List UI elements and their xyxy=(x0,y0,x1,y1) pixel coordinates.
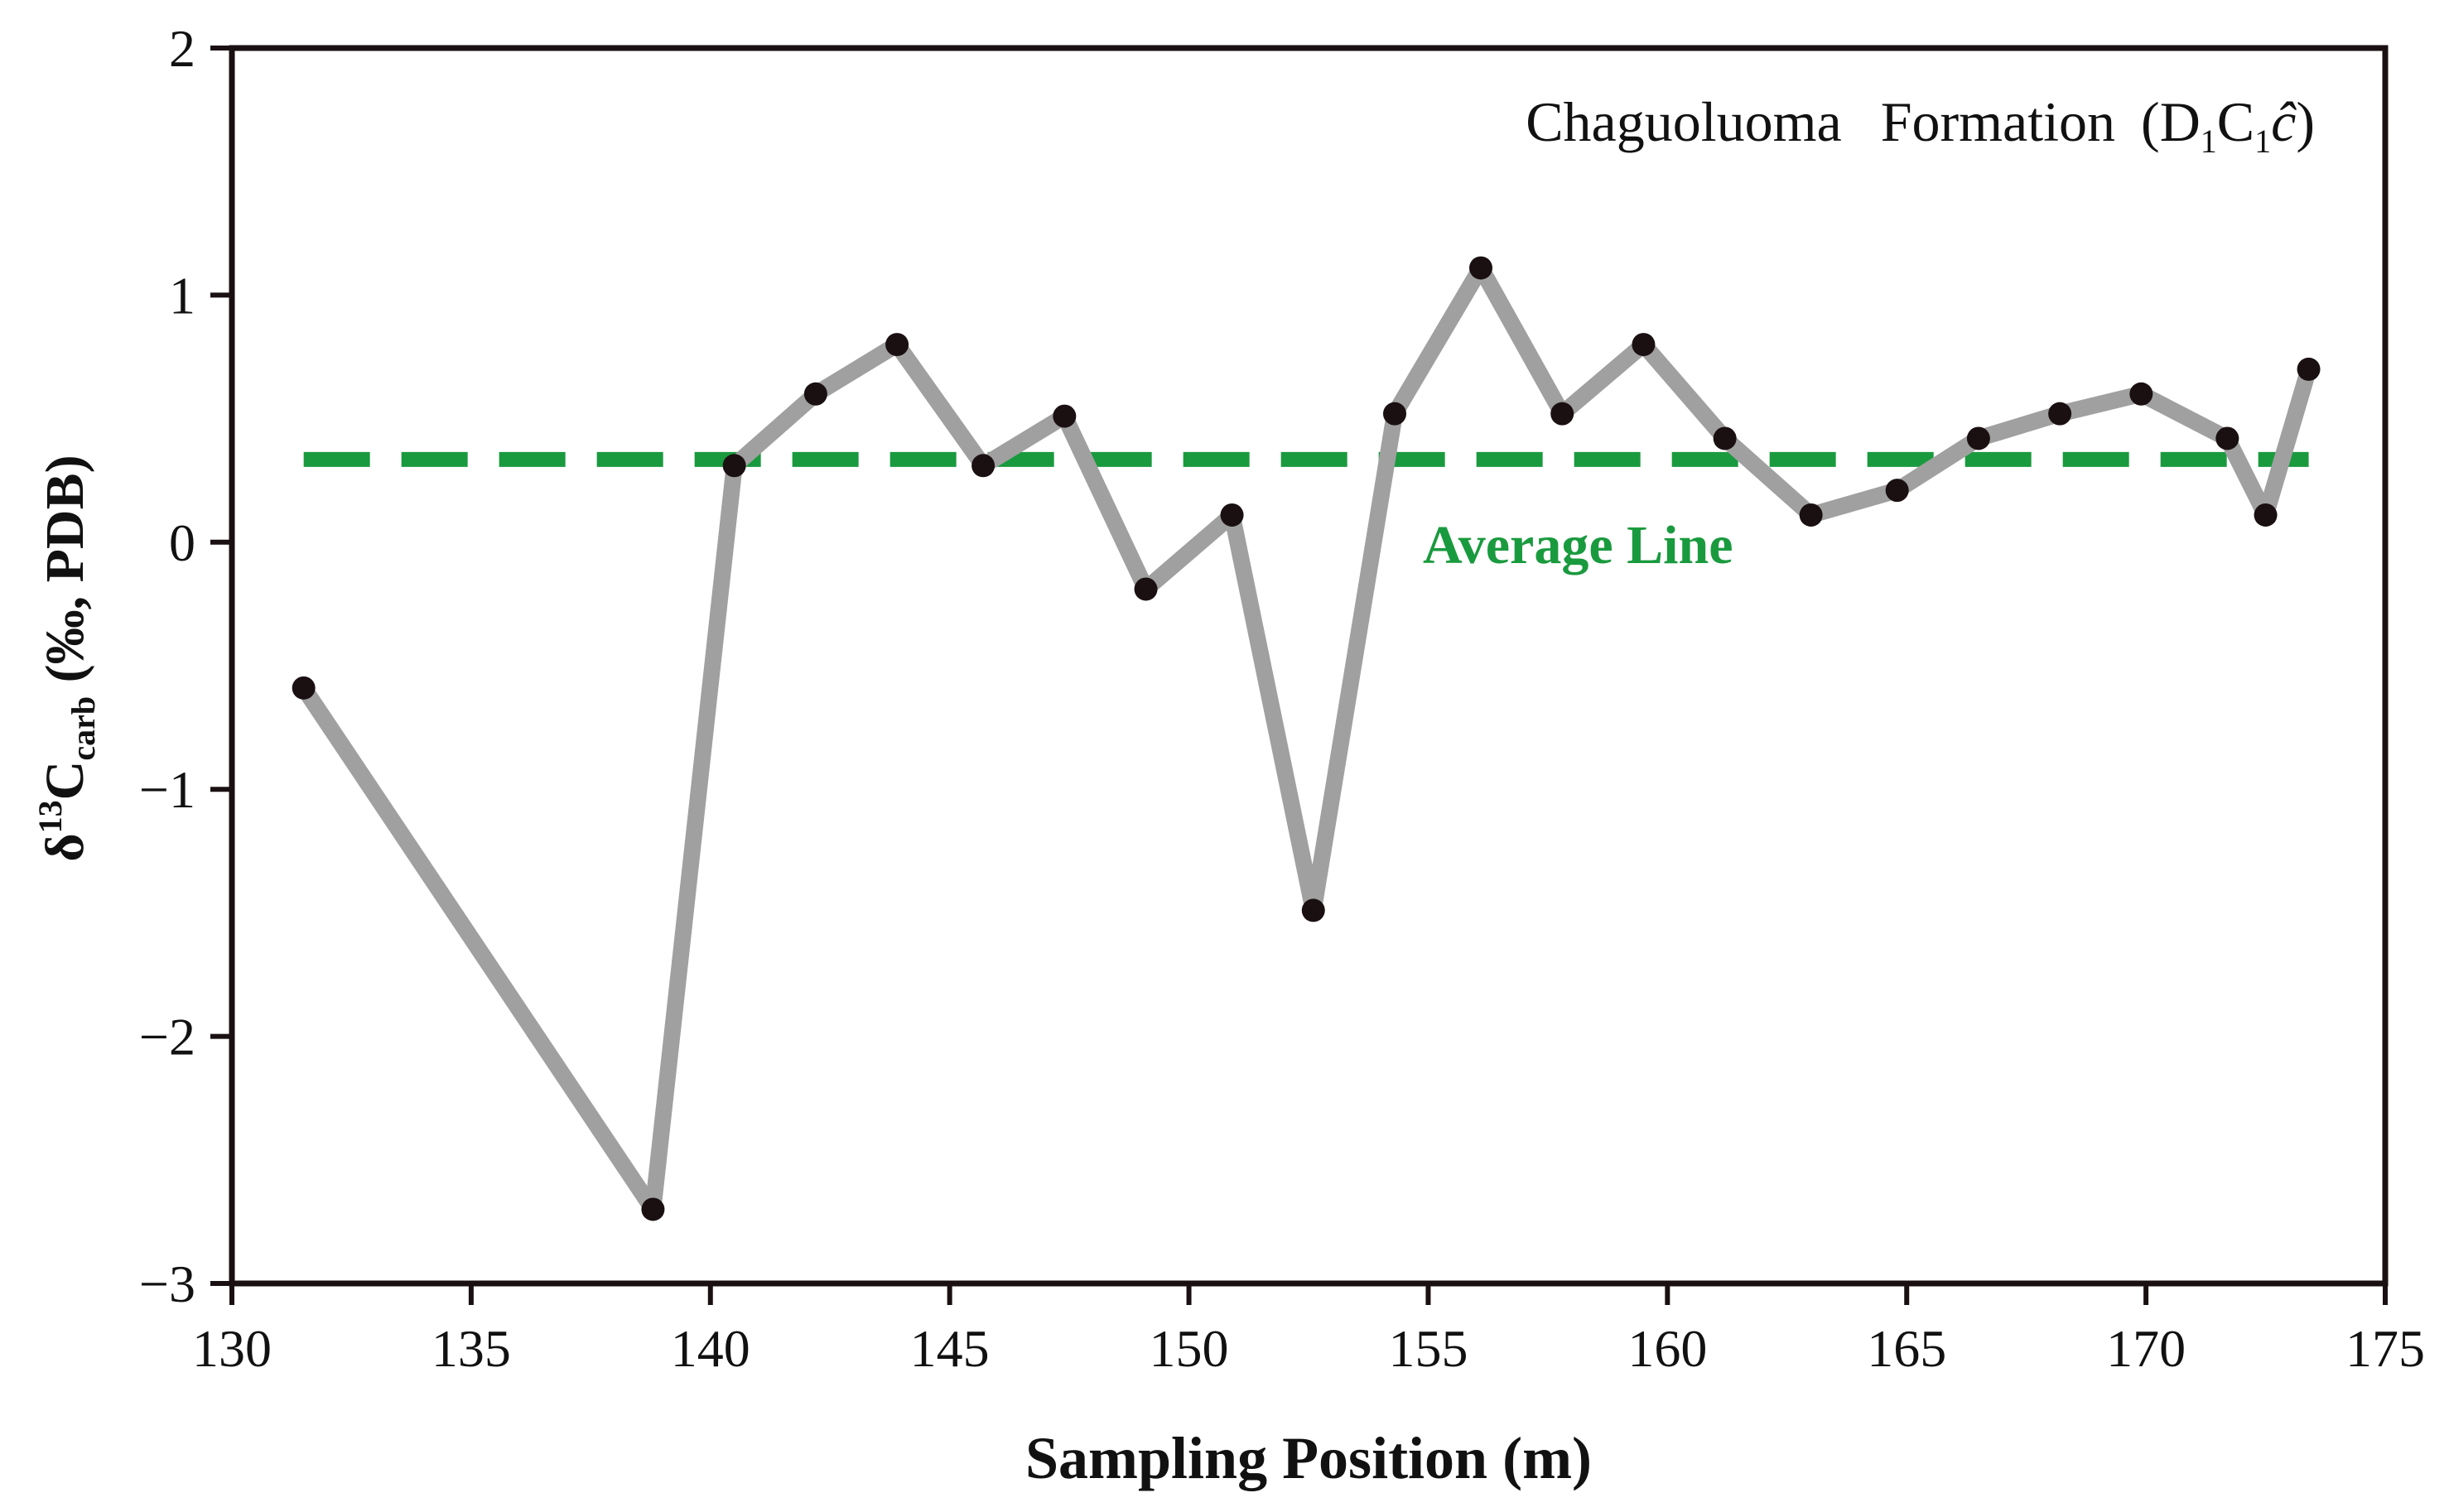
data-point-8 xyxy=(1220,503,1244,527)
x-tick-label-135: 135 xyxy=(431,1319,511,1378)
formation-annotation: Chaguoluoma Formation (D1C1ĉ) xyxy=(1526,90,2315,160)
y-tick-label-2: −1 xyxy=(139,760,195,819)
axes: 130 135 140 145 150 155 160 165 170 175 −3 −2 −1 0 1 2 xyxy=(139,19,2425,1378)
data-point-4 xyxy=(885,333,909,357)
y-title-main: C xyxy=(35,761,95,801)
x-tick-label-130: 130 xyxy=(192,1319,272,1378)
data-point-2 xyxy=(722,454,746,478)
data-point-20 xyxy=(2215,426,2239,450)
formation-d-sub: 1 xyxy=(2201,123,2217,160)
x-tick-label-150: 150 xyxy=(1150,1319,1229,1378)
data-point-19 xyxy=(2129,382,2153,406)
plot-frame xyxy=(229,45,2389,1287)
series-line xyxy=(295,259,2317,1218)
formation-c-hat: ĉ xyxy=(2271,90,2297,153)
y-axis-title: δ13Ccarb (‰, PDB) xyxy=(31,455,102,861)
data-point-1 xyxy=(641,1197,665,1221)
y-tick-label-0: −3 xyxy=(139,1254,195,1313)
data-point-3 xyxy=(803,382,827,406)
formation-paren-open: ( xyxy=(2141,90,2160,153)
data-point-22 xyxy=(2297,357,2321,381)
y-tick-label-4: 1 xyxy=(169,266,195,325)
data-point-9 xyxy=(1301,898,1325,922)
average-line-label: Average Line xyxy=(1423,515,1733,575)
x-tick-label-175: 175 xyxy=(2345,1319,2425,1378)
data-point-5 xyxy=(971,454,996,478)
y-tick-label-1: −2 xyxy=(139,1008,195,1067)
formation-name: Chaguoluoma xyxy=(1526,90,1842,153)
series-group xyxy=(295,259,2317,1218)
x-tick-label-140: 140 xyxy=(671,1319,750,1378)
x-axis-title: Sampling Position (m) xyxy=(1025,1425,1592,1491)
y-title-sup: 13 xyxy=(31,800,69,833)
data-point-16 xyxy=(1885,479,1909,503)
data-point-10 xyxy=(1383,402,1406,426)
data-point-17 xyxy=(1966,426,1990,450)
data-point-7 xyxy=(1134,577,1158,601)
data-point-6 xyxy=(1053,404,1077,428)
x-tick-label-160: 160 xyxy=(1627,1319,1707,1378)
data-point-12 xyxy=(1550,402,1574,426)
data-point-14 xyxy=(1713,426,1737,450)
x-tick-label-165: 165 xyxy=(1867,1319,1946,1378)
x-tick-label-145: 145 xyxy=(910,1319,990,1378)
formation-c-sub: 1 xyxy=(2254,123,2271,160)
y-title-prefix: δ xyxy=(35,833,95,861)
data-point-15 xyxy=(1799,503,1823,527)
y-title-suffix: (‰, PDB) xyxy=(35,455,95,696)
x-tick-label-170: 170 xyxy=(2106,1319,2186,1378)
markers-group xyxy=(292,256,2321,1221)
x-tick-label-155: 155 xyxy=(1388,1319,1468,1378)
y-tick-label-5: 2 xyxy=(169,19,195,78)
data-point-11 xyxy=(1469,256,1492,280)
data-point-0 xyxy=(292,676,316,700)
y-title-sub: carb xyxy=(65,696,102,761)
formation-word: Formation xyxy=(1881,90,2115,153)
formation-d: D xyxy=(2160,90,2201,153)
data-point-13 xyxy=(1632,333,1656,357)
formation-paren-close: ) xyxy=(2296,90,2315,153)
y-tick-label-3: 0 xyxy=(169,513,195,572)
data-point-21 xyxy=(2254,503,2278,527)
formation-c: C xyxy=(2217,90,2254,153)
data-point-18 xyxy=(2048,402,2072,426)
